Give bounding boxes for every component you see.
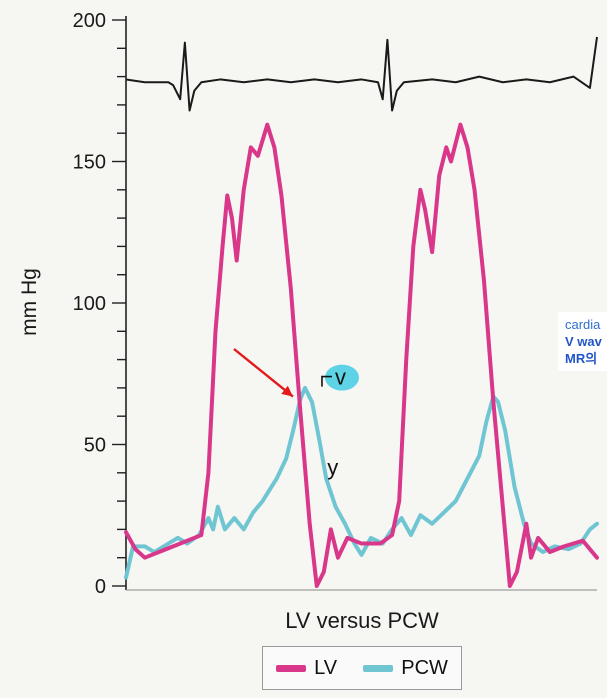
y-tick-label: 150 [73,152,106,174]
arrow-head [281,385,293,397]
ecg-line [125,36,598,112]
side-note-line-2: V wav [565,334,602,349]
y-axis: 0 50 100 150 200 [73,10,597,598]
annotation-y: y [327,455,338,480]
x-axis-label: LV versus PCW [285,608,439,633]
series-line-lv [124,122,599,588]
side-note: cardia V wav MR의 [558,312,607,371]
ecg-trace [125,36,598,112]
annotation-v: v [335,365,346,390]
legend-label-pcw: PCW [401,656,448,679]
annotation-layer: vy [233,348,359,480]
y-tick-label: 100 [73,293,106,315]
legend-swatch-pcw [363,664,394,672]
legend-label-lv: LV [314,656,338,679]
v-wave-bracket [321,375,332,387]
arrow-shaft [233,348,294,398]
series-line-pcw [124,385,599,580]
y-tick-label: 50 [84,435,106,457]
legend-item-pcw: PCW [363,657,448,680]
series-layer [124,122,599,588]
side-note-line-1: cardia [565,317,601,332]
legend-swatch-lv [276,664,307,672]
legend-item-lv: LV [276,657,337,680]
y-tick-label: 200 [73,10,106,32]
side-note-line-3: MR의 [565,351,598,366]
v-wave-highlight [324,364,359,391]
y-axis-label: mm Hg [18,268,41,336]
legend: LV PCW [262,646,462,690]
y-tick-label: 0 [95,576,106,598]
